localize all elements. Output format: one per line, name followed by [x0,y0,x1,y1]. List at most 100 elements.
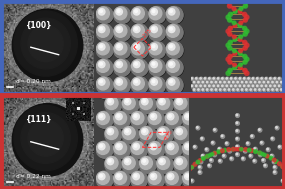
Circle shape [198,171,202,174]
Circle shape [226,57,231,61]
Circle shape [105,157,118,169]
Circle shape [123,97,135,110]
Circle shape [157,67,174,84]
Circle shape [113,111,131,128]
Circle shape [245,81,249,84]
Circle shape [200,161,201,162]
Circle shape [185,83,191,90]
Circle shape [258,151,261,154]
Circle shape [140,127,157,144]
Circle shape [281,165,284,168]
Circle shape [166,142,178,154]
Ellipse shape [14,105,77,171]
Circle shape [222,85,223,87]
Circle shape [149,42,166,59]
Circle shape [279,146,280,147]
Circle shape [152,10,155,12]
Circle shape [97,7,109,20]
Circle shape [126,100,128,102]
Circle shape [98,173,105,180]
Circle shape [152,80,155,83]
Circle shape [276,127,277,128]
Circle shape [131,172,144,184]
Circle shape [100,145,102,147]
Circle shape [183,82,196,94]
Circle shape [204,85,207,88]
Circle shape [278,77,281,81]
Circle shape [243,85,245,87]
Circle shape [182,81,199,98]
Circle shape [245,29,249,33]
Circle shape [245,71,249,76]
Circle shape [123,157,139,174]
Circle shape [233,52,237,56]
Circle shape [265,154,269,158]
Circle shape [237,88,240,92]
Circle shape [197,81,201,84]
Circle shape [131,142,144,154]
Circle shape [160,160,163,162]
Circle shape [243,46,247,50]
Circle shape [97,60,114,77]
Circle shape [105,126,122,143]
Circle shape [183,112,200,129]
Circle shape [232,88,235,92]
Circle shape [114,77,131,94]
Circle shape [273,166,277,169]
Circle shape [131,81,148,98]
Circle shape [148,172,165,189]
Text: 2.75: 2.75 [142,27,153,39]
Circle shape [183,112,196,125]
Circle shape [211,153,214,156]
Circle shape [239,78,241,79]
Circle shape [239,77,242,81]
Circle shape [114,24,127,37]
Circle shape [209,153,212,157]
Circle shape [151,44,157,50]
Circle shape [131,142,148,159]
Circle shape [98,44,105,50]
Circle shape [267,81,270,84]
Circle shape [221,135,225,138]
Circle shape [96,171,113,188]
Circle shape [113,141,131,158]
Circle shape [100,80,102,83]
Circle shape [261,152,264,156]
Circle shape [202,89,203,90]
Circle shape [228,32,232,36]
Circle shape [238,10,242,13]
Circle shape [206,89,208,90]
Circle shape [143,130,145,132]
Ellipse shape [28,120,63,156]
Circle shape [97,77,114,94]
Circle shape [98,79,105,85]
Circle shape [213,153,217,157]
Circle shape [159,128,165,135]
Circle shape [148,171,165,188]
Circle shape [273,161,274,162]
Circle shape [176,158,182,165]
Circle shape [199,160,203,164]
Circle shape [218,148,220,149]
Circle shape [149,24,162,37]
Circle shape [267,88,270,92]
Circle shape [253,147,257,151]
Circle shape [156,96,174,113]
Circle shape [201,81,205,84]
Circle shape [252,78,254,79]
Circle shape [221,135,223,137]
Circle shape [247,77,251,81]
Circle shape [166,7,179,20]
Circle shape [228,81,230,83]
Circle shape [217,85,220,88]
Circle shape [233,38,237,41]
Circle shape [268,89,269,90]
Circle shape [182,111,199,128]
Circle shape [117,10,120,12]
Circle shape [166,112,183,129]
Circle shape [226,43,231,47]
Circle shape [215,81,218,84]
Circle shape [221,77,225,81]
Circle shape [245,57,249,61]
Circle shape [261,142,262,143]
